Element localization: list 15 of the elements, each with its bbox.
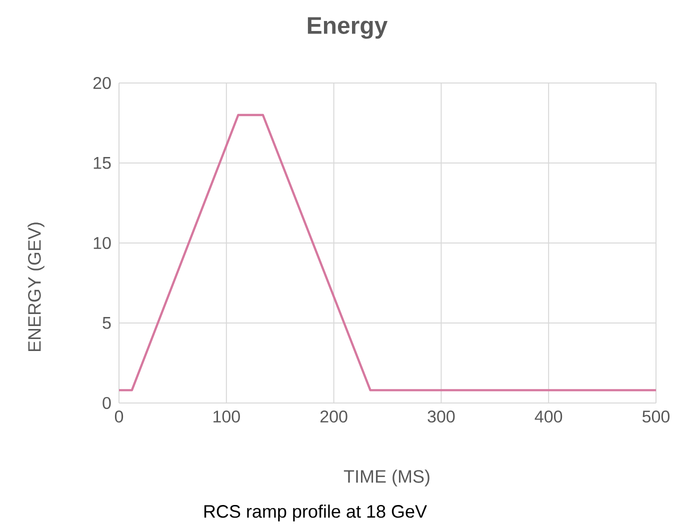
x-tick-label: 500: [642, 410, 670, 423]
x-axis-title: TIME (MS): [344, 470, 430, 486]
x-tick-label: 0: [114, 410, 124, 423]
y-tick-label: 15: [94, 157, 111, 169]
y-axis-title: ENERGY (GEV): [28, 222, 44, 352]
text: RCS ramp profile at 18 GeV: [204, 504, 427, 522]
y-tick-label: 5: [102, 317, 111, 329]
x-tick-label: 400: [534, 410, 562, 423]
x-tick-label: 100: [214, 410, 240, 423]
x-tick-label: 300: [428, 410, 455, 423]
y-tick-label: 0: [102, 396, 111, 410]
x-tick-label: 200: [320, 410, 348, 423]
y-tick-label: 20: [93, 76, 111, 90]
chart-title: Energy: [308, 17, 388, 39]
y-tick-label: 10: [94, 236, 111, 250]
